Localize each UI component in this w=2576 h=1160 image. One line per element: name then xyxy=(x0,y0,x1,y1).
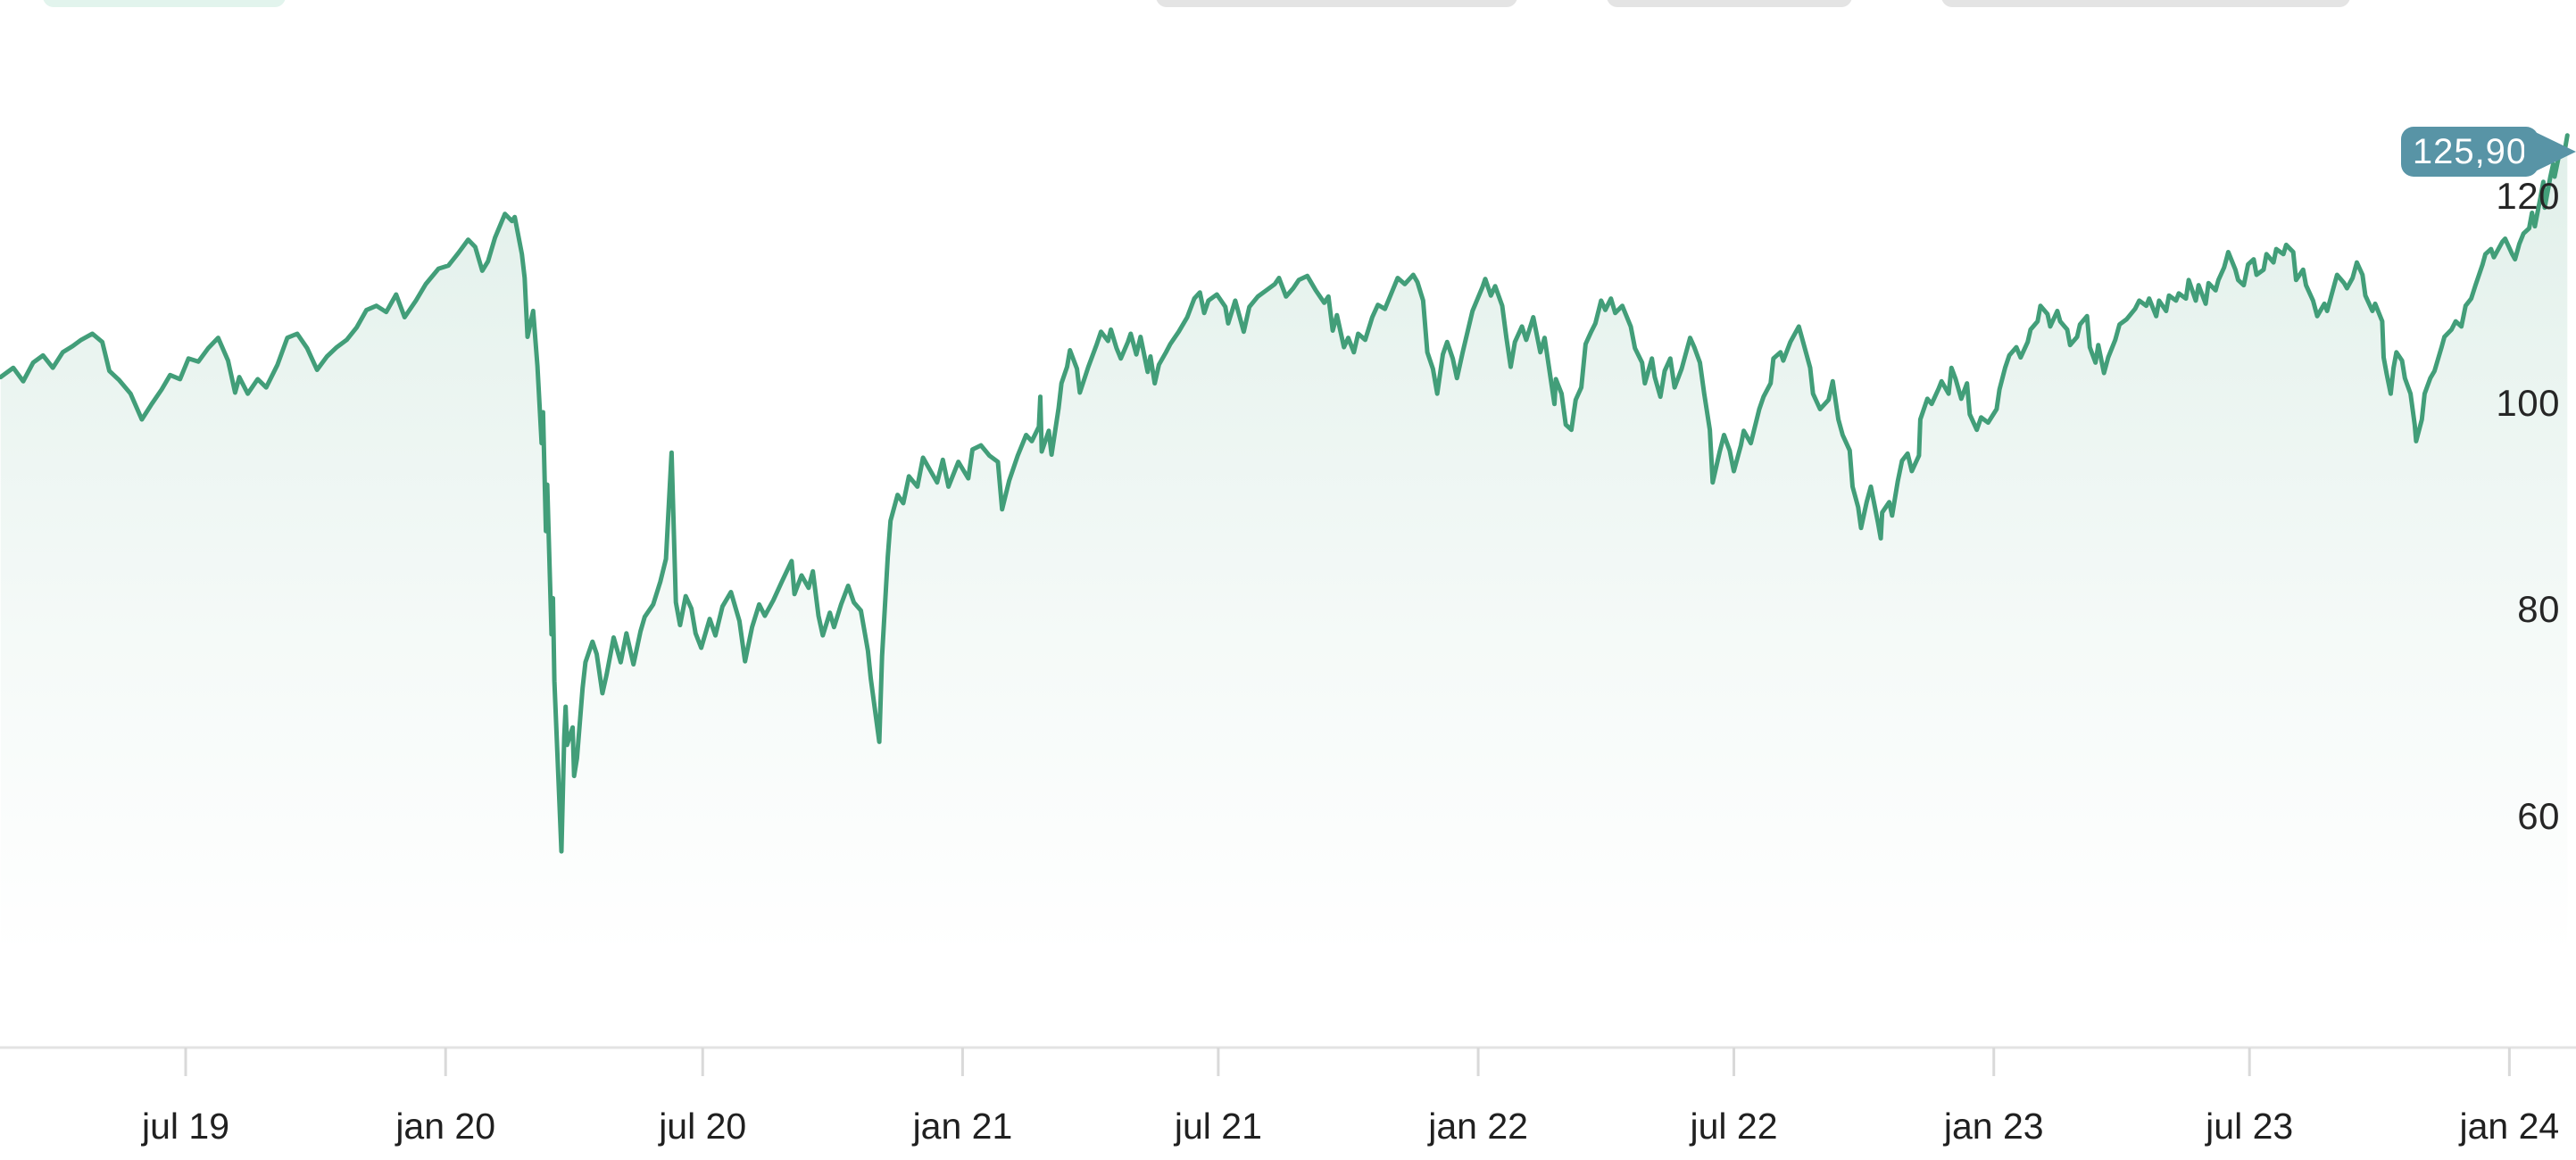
top-chip-2[interactable] xyxy=(1156,0,1517,7)
top-chip-4[interactable] xyxy=(1941,0,2350,7)
current-price-value: 125,90 xyxy=(2412,131,2528,171)
x-axis-tick-label: jul 22 xyxy=(1690,1106,1778,1147)
y-axis-tick-label: 60 xyxy=(2517,794,2560,837)
top-chip-3[interactable] xyxy=(1607,0,1852,7)
y-axis-tick-label: 120 xyxy=(2496,175,2560,217)
y-axis-tick-label: 100 xyxy=(2496,381,2560,424)
price-line xyxy=(0,133,2570,854)
x-axis-tick-label: jan 20 xyxy=(395,1106,496,1147)
x-axis-tick-label: jan 24 xyxy=(2459,1106,2560,1147)
x-axis-tick-label: jan 22 xyxy=(1428,1106,1528,1147)
x-axis-tick-label: jul 23 xyxy=(2206,1106,2294,1147)
time-range-chip-active[interactable] xyxy=(43,0,286,7)
y-axis-tick-label: 80 xyxy=(2517,588,2560,631)
x-axis-tick-label: jan 23 xyxy=(1943,1106,2044,1147)
x-axis-tick-label: jul 19 xyxy=(141,1106,229,1147)
current-price-badge: 125,90 xyxy=(2401,127,2576,177)
x-axis-tick-label: jan 21 xyxy=(912,1106,1013,1147)
price-area-fill xyxy=(0,135,2568,1048)
x-axis-tick-label: jul 20 xyxy=(659,1106,747,1147)
x-axis-tick-label: jul 21 xyxy=(1174,1106,1262,1147)
